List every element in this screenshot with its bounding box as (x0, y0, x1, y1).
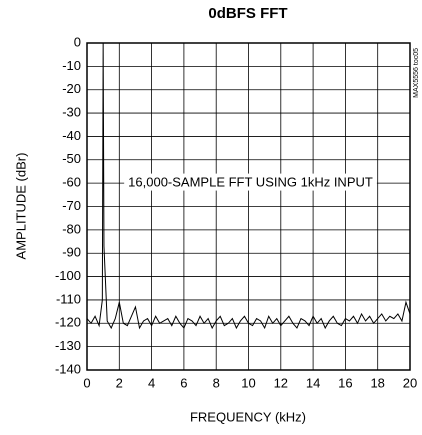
x-tick-label: 18 (370, 375, 384, 390)
y-tick-label: -80 (62, 221, 81, 236)
y-tick-label: -60 (62, 175, 81, 190)
annotation-background (124, 173, 377, 191)
y-tick-label: -100 (55, 268, 81, 283)
x-tick-label: 14 (306, 375, 320, 390)
x-tick-label: 8 (213, 375, 220, 390)
x-tick-label: 20 (403, 375, 417, 390)
chart-title: 0dBFS FFT (208, 5, 287, 22)
plot-frame (86, 42, 411, 371)
x-axis-label: FREQUENCY (kHz) (190, 409, 306, 424)
y-tick-label: -140 (55, 361, 81, 376)
y-axis-label: AMPLITUDE (dBr) (13, 153, 28, 260)
y-tick-label: -130 (55, 338, 81, 353)
fft-trace (86, 42, 411, 330)
y-tick-label: -10 (62, 58, 81, 73)
y-tick-label: -20 (62, 81, 81, 96)
x-tick-label: 6 (180, 375, 187, 390)
x-tick-label: 2 (116, 375, 123, 390)
y-tick-label: -90 (62, 245, 81, 260)
y-tick-label: -50 (62, 151, 81, 166)
annotation: 16,000-SAMPLE FFT USING 1kHz INPUT (128, 175, 373, 190)
y-tick-label: -110 (56, 291, 81, 306)
x-tick-label: 16 (338, 375, 352, 390)
y-tick-label: -30 (62, 105, 81, 120)
y-tick-label: -70 (62, 198, 81, 213)
x-tick-label: 0 (83, 375, 90, 390)
x-tick-label: 10 (241, 375, 255, 390)
y-tick-label: -40 (62, 128, 81, 143)
side-note: MAX5556 toc05 (413, 48, 420, 98)
y-tick-label: 0 (74, 34, 81, 49)
y-tick-label: -120 (55, 315, 81, 330)
x-tick-label: 12 (274, 375, 288, 390)
x-tick-label: 4 (148, 375, 155, 390)
